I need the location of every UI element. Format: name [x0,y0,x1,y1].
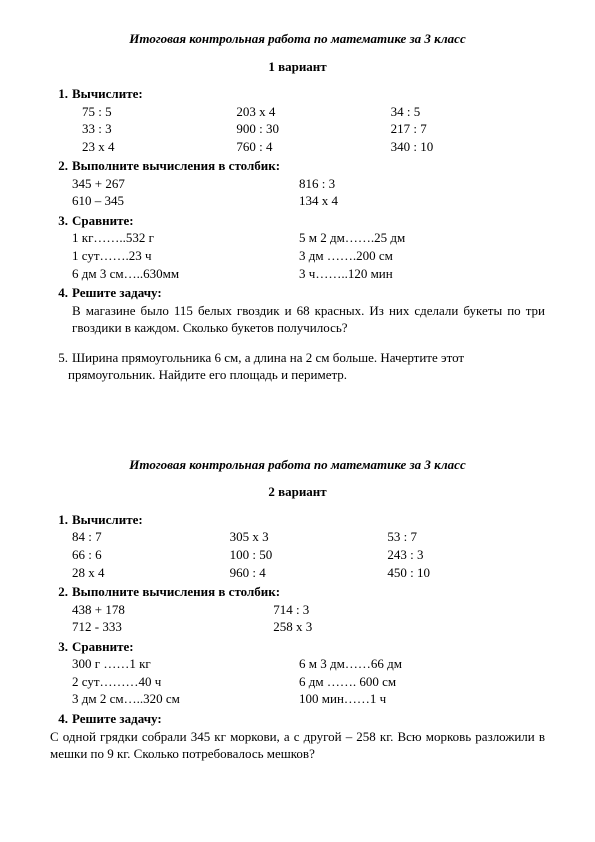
expr: 100 : 50 [230,546,388,564]
q-num: 4. [50,284,72,302]
word-problem: Ширина прямоугольника 6 см, а длина на 2… [68,350,464,383]
q1-grid: 84 : 7 66 : 6 28 x 4 305 x 3 100 : 50 96… [68,528,545,581]
compare: 1 сут…….23 ч [72,247,299,265]
expr: 84 : 7 [72,528,230,546]
expr: 714 : 3 [273,601,545,619]
expr: 203 x 4 [236,103,390,121]
q-num: 1. [50,511,72,529]
compare: 3 дм 2 см…..320 см [72,690,299,708]
q1-head: 1.Вычислите: [68,85,545,103]
q2-head: 2.Выполните вычисления в столбик: [68,157,545,175]
expr: 28 x 4 [72,564,230,582]
q-title: Сравните: [72,639,134,654]
variant-2-label: 2 вариант [50,483,545,501]
expr: 217 : 7 [391,120,545,138]
expr: 305 x 3 [230,528,388,546]
doc-title-1: Итоговая контрольная работа по математик… [50,30,545,48]
compare: 6 дм ……. 600 см [299,673,545,691]
variant-1-label: 1 вариант [50,58,545,76]
expr: 610 – 345 [72,192,299,210]
q-title: Сравните: [72,213,134,228]
variant-1-q5: 5.Ширина прямоугольника 6 см, а длина на… [50,349,545,384]
q1-head: 1.Вычислите: [68,511,545,529]
q-title: Решите задачу: [72,285,162,300]
q-title: Выполните вычисления в столбик: [72,158,280,173]
variant-1-list: 1.Вычислите: 75 : 5 33 : 3 23 x 4 203 x … [50,85,545,337]
q-num: 3. [50,212,72,230]
q-num: 2. [50,157,72,175]
q3-head: 3.Сравните: [68,212,545,230]
section-gap [50,386,545,456]
q3-grid: 1 кг……..532 г 1 сут…….23 ч 6 дм 3 см…..6… [68,229,545,282]
q-num: 3. [50,638,72,656]
q-title: Решите задачу: [72,711,162,726]
q-title: Вычислите: [72,512,143,527]
expr: 258 x 3 [273,618,545,636]
q5-text: 5.Ширина прямоугольника 6 см, а длина на… [68,349,545,384]
expr: 53 : 7 [387,528,545,546]
q4-head: 4.Решите задачу: [68,284,545,302]
expr: 760 : 4 [236,138,390,156]
q4-head: 4.Решите задачу: [68,710,545,728]
q-title: Вычислите: [72,86,143,101]
expr: 33 : 3 [82,120,236,138]
compare: 100 мин……1 ч [299,690,545,708]
q3-grid: 300 г ……1 кг 2 сут………40 ч 3 дм 2 см…..32… [68,655,545,708]
q4-text: В магазине было 115 белых гвоздик и 68 к… [68,302,545,337]
expr: 345 + 267 [72,175,299,193]
expr: 34 : 5 [391,103,545,121]
q-num: 4. [50,710,72,728]
expr: 134 x 4 [299,192,545,210]
q2-grid: 438 + 178 712 - 333 714 : 3 258 x 3 [68,601,545,636]
expr: 816 : 3 [299,175,545,193]
q-num: 2. [50,583,72,601]
expr: 66 : 6 [72,546,230,564]
q3-head: 3.Сравните: [68,638,545,656]
q2-grid: 345 + 267 610 – 345 816 : 3 134 x 4 [68,175,545,210]
q1-grid: 75 : 5 33 : 3 23 x 4 203 x 4 900 : 30 76… [68,103,545,156]
compare: 1 кг……..532 г [72,229,299,247]
expr: 75 : 5 [82,103,236,121]
variant-2-list: 1.Вычислите: 84 : 7 66 : 6 28 x 4 305 x … [50,511,545,763]
expr: 450 : 10 [387,564,545,582]
expr: 960 : 4 [230,564,388,582]
compare: 6 м 3 дм……66 дм [299,655,545,673]
expr: 243 : 3 [387,546,545,564]
expr: 340 : 10 [391,138,545,156]
compare: 6 дм 3 см…..630мм [72,265,299,283]
expr: 900 : 30 [236,120,390,138]
compare: 2 сут………40 ч [72,673,299,691]
expr: 712 - 333 [72,618,253,636]
compare: 3 дм …….200 см [299,247,545,265]
q-num: 5. [50,349,72,367]
expr: 438 + 178 [72,601,253,619]
q4-text: С одной грядки собрали 345 кг моркови, а… [50,728,545,763]
q2-head: 2.Выполните вычисления в столбик: [68,583,545,601]
worksheet-page: Итоговая контрольная работа по математик… [0,0,595,785]
compare: 3 ч……..120 мин [299,265,545,283]
compare: 5 м 2 дм…….25 дм [299,229,545,247]
expr: 23 x 4 [82,138,236,156]
compare: 300 г ……1 кг [72,655,299,673]
doc-title-2: Итоговая контрольная работа по математик… [50,456,545,474]
q-title: Выполните вычисления в столбик: [72,584,280,599]
q-num: 1. [50,85,72,103]
